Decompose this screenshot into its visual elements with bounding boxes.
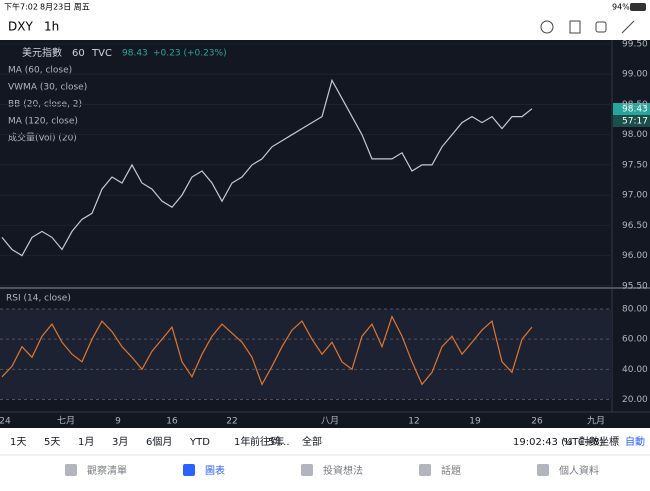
x-tick-label: 22 <box>226 417 237 427</box>
toolbar-icons[interactable] <box>540 20 635 34</box>
alert-icon[interactable] <box>540 20 554 34</box>
tab-icon[interactable] <box>301 464 313 476</box>
y-tick-label: 96.00 <box>622 251 648 261</box>
tab-icon[interactable] <box>419 464 431 476</box>
header-bg <box>0 0 650 40</box>
countdown: 57:17 <box>622 117 648 127</box>
goto-button[interactable]: 前往到... <box>250 435 290 448</box>
y-tick-label: 99.50 <box>622 40 648 50</box>
legend-change: +0.23 (+0.23%) <box>153 49 227 59</box>
legend-price: 98.43 <box>122 49 148 59</box>
series-line <box>1 78 533 257</box>
indicator-icon[interactable] <box>569 20 581 34</box>
tab-label[interactable]: 觀察清單 <box>87 464 127 477</box>
range-button[interactable]: 3月 <box>112 436 128 448</box>
indicator-label: VWMA (30, close) <box>8 83 87 93</box>
tab-icon[interactable] <box>537 464 549 476</box>
y-tick-label: 98.50 <box>622 100 648 110</box>
tab-label[interactable]: 話題 <box>441 464 461 477</box>
x-tick-label: 26 <box>531 417 543 427</box>
range-button[interactable]: 5天 <box>44 437 60 448</box>
x-tick-label: 9 <box>115 417 121 427</box>
tab-label[interactable]: 個人資料 <box>559 464 599 477</box>
tab-icon[interactable] <box>65 464 77 476</box>
price-badge <box>613 103 650 115</box>
x-tick-label: 七月 <box>57 416 75 427</box>
range-button[interactable]: 1天 <box>10 437 26 448</box>
y-tick-label: 96.50 <box>622 221 648 231</box>
y-tick-label: 60.00 <box>622 335 648 345</box>
range-button[interactable]: 1月 <box>78 436 94 448</box>
countdown-badge <box>613 115 650 127</box>
y-tick-label: 99.00 <box>622 70 648 80</box>
legend-name: 美元指數 <box>22 46 62 59</box>
range-button[interactable]: 5年 <box>268 435 284 448</box>
y-tick-label: 80.00 <box>622 305 648 315</box>
rsi-band <box>0 309 612 399</box>
log-toggle[interactable]: 對數坐標 <box>579 435 619 448</box>
indicator-label: 成交量(Vol) (20) <box>8 132 77 144</box>
battery-icon <box>630 3 646 11</box>
tab-label[interactable]: 圖表 <box>205 464 225 477</box>
range-button[interactable]: 1年 <box>234 435 250 448</box>
x-tick-label: 八月 <box>321 416 339 427</box>
y-tick-label: 20.00 <box>622 395 648 405</box>
interval[interactable]: 1h <box>44 20 59 34</box>
footer-bg <box>0 428 650 487</box>
status-date: 8月23日 周五 <box>40 3 90 12</box>
status-time: 下午7:02 <box>4 2 38 12</box>
drawing-icon[interactable] <box>621 20 635 34</box>
y-tick-label: 40.00 <box>622 365 648 375</box>
status-battery: 94% <box>612 3 630 12</box>
y-tick-label: 97.00 <box>622 191 648 201</box>
x-tick-label: 九月 <box>587 416 605 427</box>
x-tick-label: 19 <box>469 417 481 427</box>
indicator-label: MA (60, close) <box>8 66 72 76</box>
last-price: 98.43 <box>622 105 648 115</box>
tab-icon[interactable] <box>183 464 195 476</box>
indicator-label: MA (120, close) <box>8 117 78 127</box>
template-icon[interactable] <box>595 21 607 33</box>
range-button[interactable]: YTD <box>189 437 210 448</box>
legend-interval: 60 <box>72 48 85 59</box>
series-line <box>1 315 533 386</box>
range-button[interactable]: 全部 <box>302 435 322 448</box>
x-tick-label: 24 <box>0 417 11 427</box>
tab-label[interactable]: 投資想法 <box>323 464 363 477</box>
y-tick-label: 98.00 <box>622 130 648 140</box>
legend-source: TVC <box>91 48 112 59</box>
x-tick-label: 12 <box>408 417 419 427</box>
rsi-title: RSI (14, close) <box>6 294 71 304</box>
range-button[interactable]: 6個月 <box>146 435 172 448</box>
y-tick-label: 95.50 <box>622 281 648 291</box>
clock: 19:02:43 (UTC+8) <box>513 437 604 448</box>
y-tick-label: 97.50 <box>622 160 648 170</box>
percent-toggle[interactable]: % <box>563 437 573 448</box>
symbol[interactable]: DXY <box>8 20 33 34</box>
x-tick-label: 16 <box>166 417 178 427</box>
auto-toggle[interactable]: 自動 <box>625 435 645 448</box>
